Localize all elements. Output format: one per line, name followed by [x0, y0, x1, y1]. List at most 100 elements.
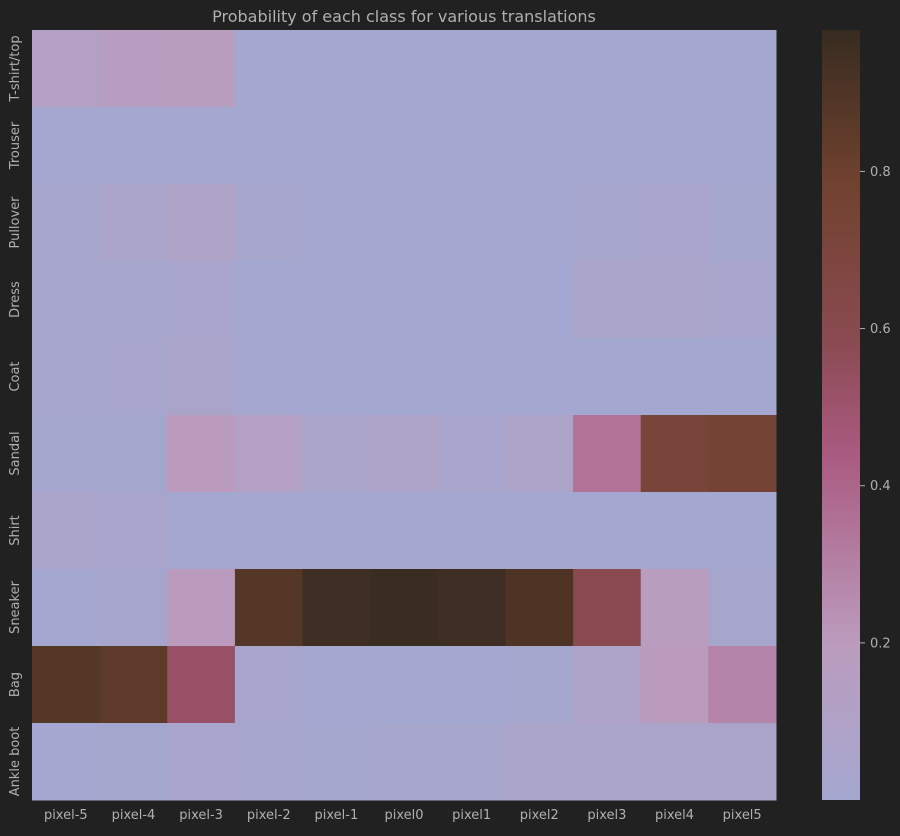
heatmap-cell-7-5	[370, 569, 439, 647]
heatmap-cell-5-4	[302, 415, 371, 493]
heatmap-cell-8-7	[505, 646, 574, 724]
heatmap-cell-3-9	[640, 261, 709, 339]
heatmap-cell-1-3	[234, 107, 304, 185]
heatmap-cell-1-2	[167, 107, 236, 185]
heatmap-cell-6-2	[167, 492, 236, 570]
y-tick-label: Coat	[8, 361, 23, 391]
heatmap-cell-3-7	[505, 261, 574, 339]
heatmap-cell-3-8	[573, 261, 642, 339]
heatmap-cell-0-5	[370, 30, 439, 108]
heatmap-cell-9-4	[302, 723, 371, 801]
heatmap-cell-1-1	[99, 107, 168, 185]
heatmap-cell-6-8	[573, 492, 642, 570]
y-tick-label: Ankle boot	[8, 727, 23, 797]
heatmap-cell-2-4	[302, 184, 371, 262]
heatmap-cell-1-0	[32, 107, 101, 185]
y-tick-label: Pullover	[8, 196, 23, 249]
heatmap-cell-4-8	[573, 338, 642, 416]
x-tick-labels: pixel-5 pixel-4 pixel-3 pixel-2 pixel-1 pixel…	[44, 808, 762, 823]
heatmap-cell-1-8	[573, 107, 642, 185]
heatmap-cell-6-0	[32, 492, 101, 570]
heatmap-cell-8-1	[99, 646, 168, 724]
y-tick-label: Dress	[8, 281, 23, 318]
heatmap-cell-0-8	[573, 30, 642, 108]
heatmap-cell-3-2	[167, 261, 236, 339]
x-tick-label: pixel-4	[112, 808, 156, 823]
heatmap-cell-9-5	[370, 723, 439, 801]
heatmap-cell-9-2	[167, 723, 236, 801]
heatmap-cell-3-3	[234, 261, 304, 339]
colorbar	[822, 30, 860, 800]
heatmap-cell-7-9	[640, 569, 709, 647]
heatmap-cell-8-8	[573, 646, 642, 724]
y-tick-label: Sandal	[8, 431, 23, 475]
heatmap-cell-8-2	[167, 646, 236, 724]
heatmap-cell-0-1	[99, 30, 168, 108]
heatmap-cell-7-6	[437, 569, 506, 647]
heatmap-cell-3-5	[370, 261, 439, 339]
heatmap-cell-9-3	[234, 723, 304, 801]
heatmap-cell-0-2	[167, 30, 236, 108]
heatmap-cell-4-5	[370, 338, 439, 416]
heatmap-cell-7-10	[708, 569, 777, 647]
heatmap-cell-3-10	[708, 261, 777, 339]
heatmap-cell-9-8	[573, 723, 642, 801]
colorbar-tick-label: 0.4	[870, 479, 891, 494]
heatmap-cell-4-4	[302, 338, 371, 416]
heatmap-cell-5-6	[437, 415, 506, 493]
heatmap-cell-2-1	[99, 184, 168, 262]
heatmap-cell-6-3	[234, 492, 304, 570]
heatmap-cell-6-9	[640, 492, 709, 570]
y-tick-label: Bag	[8, 672, 23, 697]
colorbar-tick-label: 0.6	[870, 322, 891, 337]
heatmap-cell-6-1	[99, 492, 168, 570]
heatmap-cell-4-1	[99, 338, 168, 416]
heatmap-cell-8-10	[708, 646, 777, 724]
heatmap-cell-3-1	[99, 261, 168, 339]
heatmap-cell-0-6	[437, 30, 506, 108]
heatmap-cell-4-10	[708, 338, 777, 416]
x-tick-label: pixel3	[587, 808, 626, 823]
heatmap-cell-2-0	[32, 184, 101, 262]
heatmap-cell-3-0	[32, 261, 101, 339]
heatmap-cell-7-2	[167, 569, 236, 647]
heatmap-cell-1-6	[437, 107, 506, 185]
heatmap-cell-8-5	[370, 646, 439, 724]
heatmap-cell-6-10	[708, 492, 777, 570]
heatmap-cell-7-0	[32, 569, 101, 647]
heatmap-cell-4-3	[234, 338, 304, 416]
heatmap-cell-9-10	[708, 723, 777, 801]
heatmap-cell-1-9	[640, 107, 709, 185]
heatmap-cell-2-6	[437, 184, 506, 262]
heatmap-cell-5-8	[573, 415, 642, 493]
colorbar-tick-label: 0.2	[870, 636, 891, 651]
heatmap-cell-7-3	[234, 569, 304, 647]
heatmap-cell-3-4	[302, 261, 371, 339]
heatmap-cell-2-5	[370, 184, 439, 262]
heatmap-cell-0-3	[234, 30, 304, 108]
heatmap-cell-5-9	[640, 415, 709, 493]
heatmap-cell-9-6	[437, 723, 506, 801]
heatmap-cell-5-3	[234, 415, 304, 493]
y-tick-label: T-shirt/top	[8, 35, 23, 102]
heatmap-cell-8-9	[640, 646, 709, 724]
heatmap-cell-5-1	[99, 415, 168, 493]
heatmap-cell-7-1	[99, 569, 168, 647]
y-tick-label: Shirt	[8, 515, 23, 546]
heatmap-cell-7-7	[505, 569, 574, 647]
y-tick-label: Trouser	[8, 121, 23, 170]
heatmap-cell-9-9	[640, 723, 709, 801]
heatmap-cell-0-7	[505, 30, 574, 108]
colorbar-ticks: 0.2 0.4 0.6 0.8	[860, 165, 891, 651]
heatmap-cell-4-0	[32, 338, 101, 416]
x-tick-label: pixel1	[452, 808, 491, 823]
y-tick-labels: T-shirt/top Trouser Pullover Dress Coat Sanda…	[8, 35, 23, 796]
heatmap-cell-8-6	[437, 646, 506, 724]
heatmap-cell-7-4	[302, 569, 371, 647]
x-tick-label: pixel4	[655, 808, 694, 823]
heatmap-cell-9-7	[505, 723, 574, 801]
heatmap-cell-2-3	[234, 184, 304, 262]
heatmap-cell-4-2	[167, 338, 236, 416]
heatmap-cell-2-9	[640, 184, 709, 262]
